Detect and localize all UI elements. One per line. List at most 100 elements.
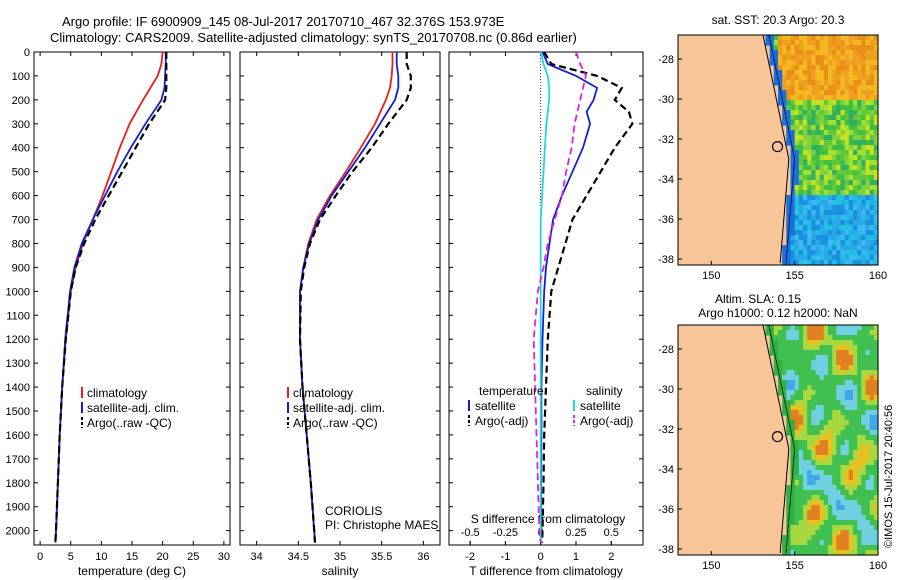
map-cell: [873, 190, 879, 196]
map-cell: [873, 240, 879, 246]
map-cell: [807, 540, 812, 546]
map-cell: [823, 450, 829, 456]
map-cell: [794, 40, 800, 46]
map-cell: [803, 440, 808, 446]
map-cell: [798, 530, 804, 536]
map-cell: [828, 485, 833, 491]
map-cell: [815, 430, 821, 436]
map-cell: [861, 430, 867, 436]
map-cell: [782, 115, 787, 121]
map-cell: [861, 150, 867, 156]
map-cell: [819, 435, 825, 441]
map-cell: [836, 355, 842, 361]
map-cell: [865, 390, 871, 396]
map-cell: [869, 215, 875, 221]
map-cell: [811, 370, 817, 376]
map-cell: [819, 420, 825, 426]
map-cell: [798, 40, 804, 46]
map-cell: [794, 345, 800, 351]
map-cell: [844, 200, 850, 206]
map-cell: [794, 110, 800, 116]
map-cell: [853, 105, 858, 111]
map-cell: [819, 450, 825, 456]
map-cell: [832, 500, 837, 506]
depth-tick-label: 1400: [6, 382, 30, 394]
map-cell: [836, 410, 842, 416]
map-cell: [853, 180, 858, 186]
map-cell: [832, 490, 837, 496]
map-cell: [803, 435, 808, 441]
map-cell: [828, 420, 833, 426]
map-cell: [861, 480, 867, 486]
map-cell: [798, 515, 804, 521]
map-cell: [811, 520, 817, 526]
temperature-legend-entry: satellite-adj. clim.: [87, 401, 179, 415]
map-cell: [853, 170, 858, 176]
map-cell: [819, 540, 825, 546]
map-cell: [865, 190, 871, 196]
difference-xlabel: T difference from climatology: [469, 564, 623, 578]
map-cell: [861, 520, 867, 526]
map-cell: [782, 245, 787, 251]
map-cell: [823, 55, 829, 61]
map-cell: [844, 220, 850, 226]
map-cell: [815, 90, 821, 96]
map-cell: [832, 60, 837, 66]
map-cell: [794, 235, 800, 241]
map-cell: [853, 175, 858, 181]
map-cell: [790, 495, 796, 501]
map-cell: [782, 380, 787, 386]
map-cell: [811, 230, 817, 236]
map-cell: [865, 365, 871, 371]
map-cell: [832, 495, 837, 501]
map-cell: [844, 435, 850, 441]
map-cell: [803, 190, 808, 196]
map-cell: [807, 35, 812, 41]
map-cell: [828, 470, 833, 476]
map-cell: [844, 525, 850, 531]
map-cell: [778, 335, 783, 341]
map-cell: [815, 35, 821, 41]
map-cell: [873, 255, 879, 261]
map-cell: [828, 45, 833, 51]
temperature-xtick-label: 15: [126, 551, 138, 563]
map-cell: [828, 135, 833, 141]
map-cell: [786, 235, 792, 241]
depth-tick-label: 800: [12, 238, 30, 250]
map-cell: [786, 490, 792, 496]
map-cell: [798, 480, 804, 486]
map-cell: [853, 130, 858, 136]
map-cell: [819, 370, 825, 376]
map-cell: [790, 55, 796, 61]
map-cell: [790, 385, 796, 391]
map-cell: [853, 420, 858, 426]
map-cell: [828, 515, 833, 521]
map-cell: [815, 195, 821, 201]
map-cell: [815, 370, 821, 376]
map-cell: [865, 360, 871, 366]
map-cell: [790, 35, 796, 41]
map-cell: [794, 245, 800, 251]
map-cell: [853, 195, 858, 201]
map-cell: [853, 140, 858, 146]
map-cell: [869, 40, 875, 46]
map-cell: [803, 210, 808, 216]
map-cell: [836, 430, 842, 436]
map-cell: [844, 105, 850, 111]
map-cell: [865, 480, 871, 486]
map-cell: [857, 360, 862, 366]
map-cell: [857, 335, 862, 341]
map-cell: [869, 505, 875, 511]
map-cell: [794, 250, 800, 256]
map-cell: [848, 525, 854, 531]
map-cell: [815, 335, 821, 341]
map-cell: [794, 375, 800, 381]
map-cell: [807, 100, 812, 106]
map-cell: [869, 55, 875, 61]
map-latitude-label: -36: [658, 504, 674, 516]
map-cell: [840, 330, 846, 336]
map-cell: [848, 245, 854, 251]
map-cell: [853, 65, 858, 71]
map-cell: [819, 460, 825, 466]
map-cell: [869, 550, 875, 556]
